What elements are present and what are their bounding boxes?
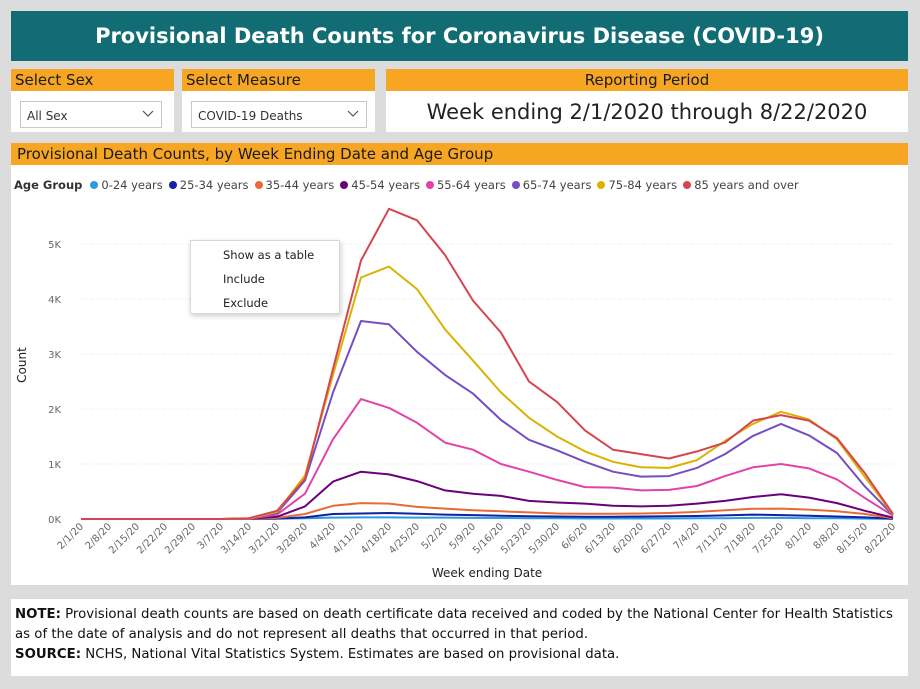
legend-marker bbox=[90, 181, 99, 189]
context-menu-include[interactable]: Include bbox=[223, 272, 265, 286]
legend-marker bbox=[425, 181, 434, 189]
legend-label: 25-34 years bbox=[179, 178, 249, 192]
note-panel: NOTE: Provisional death counts are based… bbox=[11, 599, 908, 676]
reporting-period-value: Week ending 2/1/2020 through 8/22/2020 bbox=[426, 100, 868, 124]
source-label: SOURCE: bbox=[15, 647, 82, 662]
chart-header: Provisional Death Counts, by Week Ending… bbox=[11, 143, 908, 165]
note-label: NOTE: bbox=[15, 607, 61, 622]
legend-item[interactable]: 55-64 years bbox=[425, 178, 506, 192]
legend-item[interactable]: 25-34 years bbox=[168, 178, 249, 192]
legend-label: 35-44 years bbox=[265, 178, 335, 192]
note-text: Provisional death counts are based on de… bbox=[15, 607, 893, 642]
legend-marker bbox=[683, 181, 692, 189]
dashboard-title: Provisional Death Counts for Coronavirus… bbox=[11, 11, 908, 61]
legend-title: Age Group bbox=[14, 178, 83, 192]
sex-dropdown-value: All Sex bbox=[27, 109, 68, 123]
measure-filter-label: Select Measure bbox=[182, 69, 375, 91]
legend-item[interactable]: 0-24 years bbox=[90, 178, 163, 192]
chart-legend: Age Group 0-24 years 25-34 years 35-44 yea… bbox=[14, 176, 805, 194]
legend-label: 75-84 years bbox=[608, 178, 678, 192]
legend-item[interactable]: 45-54 years bbox=[340, 178, 420, 192]
measure-dropdown-value: COVID-19 Deaths bbox=[198, 109, 303, 123]
legend-marker bbox=[254, 181, 263, 189]
legend-item[interactable]: 85 years and over bbox=[683, 178, 799, 192]
legend-item[interactable]: 35-44 years bbox=[254, 178, 335, 192]
legend-label: 65-74 years bbox=[522, 178, 592, 192]
chart-panel bbox=[11, 143, 908, 585]
sex-filter-label: Select Sex bbox=[11, 69, 174, 91]
legend-item[interactable]: 75-84 years bbox=[597, 178, 677, 192]
context-menu: Show as a table Include Exclude bbox=[190, 240, 340, 314]
legend-label: 45-54 years bbox=[351, 178, 420, 192]
context-menu-show-as-table[interactable]: Show as a table bbox=[223, 248, 315, 262]
measure-dropdown[interactable]: COVID-19 Deaths bbox=[191, 101, 367, 128]
legend-label: 0-24 years bbox=[101, 178, 163, 192]
legend-marker bbox=[511, 181, 520, 189]
context-menu-exclude[interactable]: Exclude bbox=[223, 296, 269, 310]
chevron-down-icon bbox=[142, 110, 154, 117]
sex-dropdown[interactable]: All Sex bbox=[20, 101, 162, 128]
reporting-period-label: Reporting Period bbox=[386, 69, 908, 91]
source-text: NCHS, National Vital Statistics System. … bbox=[81, 647, 620, 662]
legend-marker bbox=[168, 181, 177, 189]
legend-label: 85 years and over bbox=[694, 178, 799, 192]
chevron-down-icon bbox=[347, 110, 359, 117]
legend-marker bbox=[597, 181, 606, 189]
legend-label: 55-64 years bbox=[436, 178, 506, 192]
legend-marker bbox=[340, 181, 349, 189]
legend-item[interactable]: 65-74 years bbox=[511, 178, 592, 192]
